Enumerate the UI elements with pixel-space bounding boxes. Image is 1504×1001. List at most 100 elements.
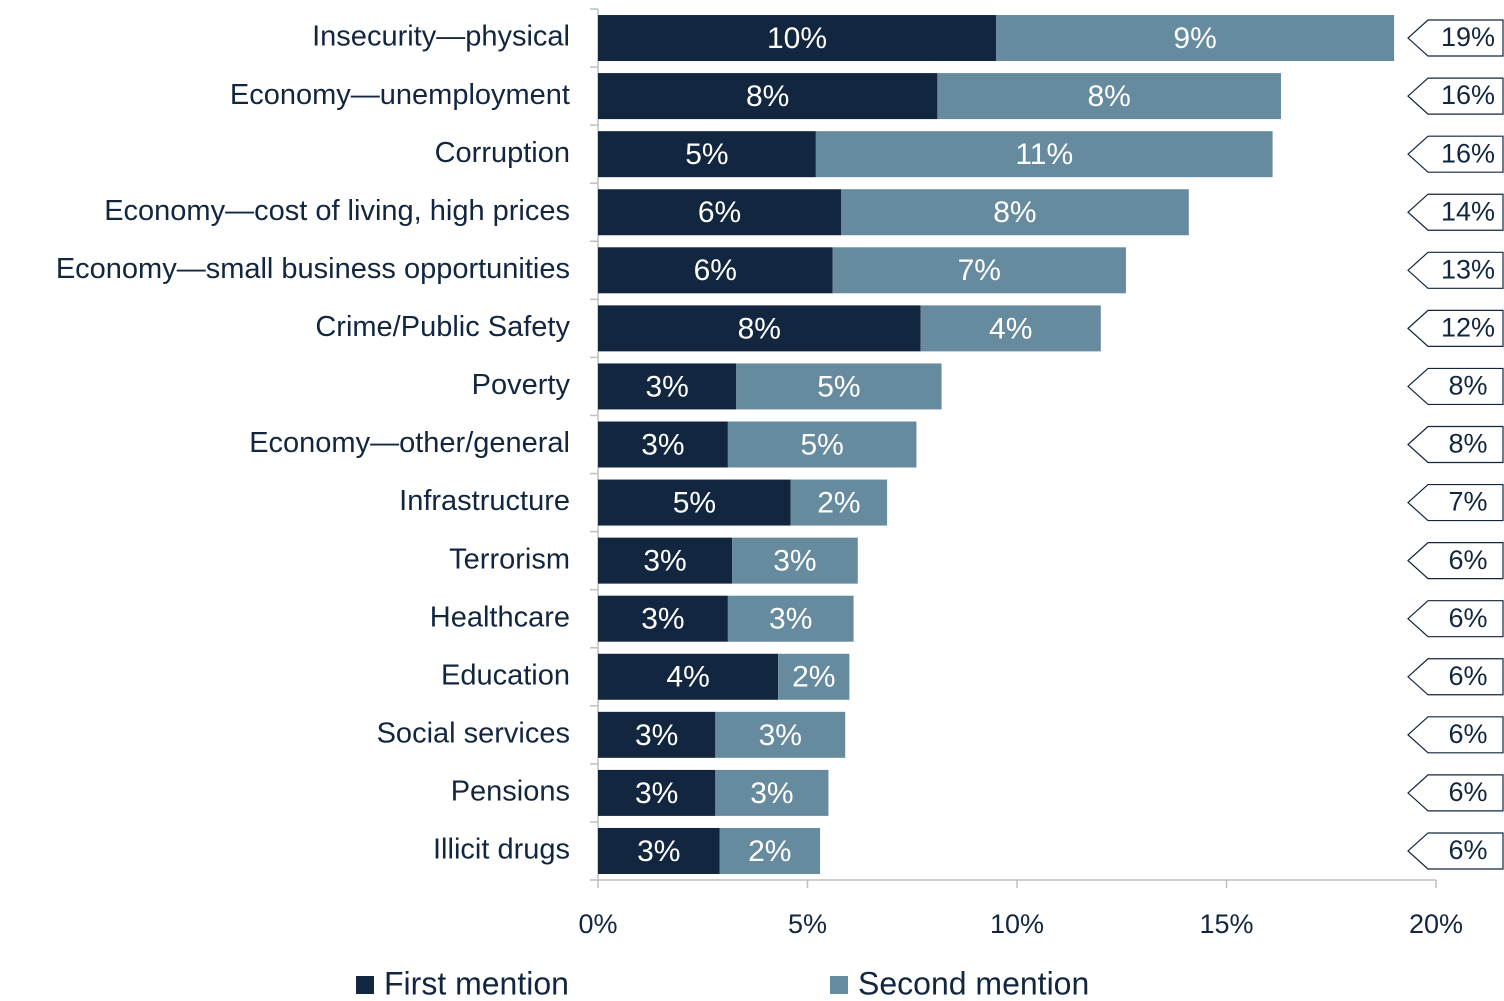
data-label: 3% (641, 603, 684, 636)
bar-segment (598, 305, 921, 352)
bar-segment (598, 421, 728, 468)
bar-segment (598, 189, 842, 236)
category-label: Economy—other/general (249, 427, 570, 459)
total-label: 13% (1441, 254, 1495, 284)
x-tick-label: 20% (1409, 909, 1463, 939)
total-label: 16% (1441, 80, 1495, 110)
bar-segment (727, 421, 917, 468)
category-label: Crime/Public Safety (315, 311, 570, 343)
data-label: 6% (698, 196, 741, 229)
total-callout (1407, 251, 1504, 289)
legend-label: First mention (384, 965, 569, 1001)
total-callout (1407, 425, 1504, 464)
data-label: 2% (792, 661, 835, 694)
total-label: 6% (1448, 603, 1487, 633)
data-label: 5% (817, 370, 860, 403)
data-label: 3% (759, 719, 802, 752)
category-label: Corruption (435, 137, 570, 169)
x-tick-label: 10% (990, 909, 1044, 939)
total-callout (1407, 77, 1504, 115)
data-label: 3% (643, 545, 686, 578)
bar-segment (715, 769, 829, 816)
category-label: Pensions (451, 776, 570, 808)
data-label: 8% (1088, 80, 1131, 113)
bar-segment (719, 827, 821, 874)
data-label: 4% (666, 661, 709, 694)
category-label: Poverty (472, 369, 571, 401)
bar-segment (598, 653, 779, 700)
bar-segment (832, 247, 1126, 294)
x-tick-label: 0% (578, 909, 617, 939)
total-callout (1407, 542, 1504, 580)
total-label: 8% (1448, 371, 1487, 401)
data-label: 3% (769, 603, 812, 636)
bar-segment (790, 479, 888, 526)
data-label: 2% (748, 835, 791, 868)
total-label: 6% (1448, 719, 1487, 749)
bar-segment (937, 73, 1281, 120)
data-label: 3% (635, 719, 678, 752)
total-callout (1407, 774, 1504, 812)
data-label: 3% (635, 777, 678, 810)
bar-segment (598, 363, 737, 410)
data-label: 3% (773, 545, 816, 578)
x-tick-label: 15% (1199, 909, 1253, 939)
total-callout (1407, 309, 1504, 347)
legend-swatch (830, 976, 848, 994)
total-callout (1407, 832, 1504, 870)
data-label: 5% (673, 486, 716, 519)
data-label: 5% (800, 428, 843, 461)
data-label: 3% (645, 370, 688, 403)
bar-segment (598, 131, 816, 178)
bar-segment (598, 73, 938, 120)
data-label: 3% (750, 777, 793, 810)
data-label: 10% (767, 22, 827, 55)
x-tick-label: 5% (788, 909, 827, 939)
total-callout (1407, 600, 1504, 638)
bar-segment (598, 595, 728, 642)
bar-segment (920, 305, 1101, 352)
bar-segment (598, 711, 716, 758)
data-label: 4% (989, 312, 1032, 345)
legend-swatch (356, 976, 374, 994)
total-callout (1407, 658, 1504, 696)
data-label: 3% (641, 428, 684, 461)
legend-label: Second mention (858, 965, 1089, 1001)
data-label: 11% (1015, 138, 1073, 171)
bar-segment (736, 363, 942, 410)
category-label: Social services (377, 717, 570, 749)
bar-segment (598, 769, 716, 816)
total-label: 6% (1448, 835, 1487, 865)
total-callout (1407, 367, 1504, 406)
bar-segment (815, 131, 1273, 178)
bar-segment (598, 247, 833, 294)
bar-segment (598, 537, 733, 584)
data-label: 7% (958, 254, 1001, 287)
total-label: 16% (1441, 138, 1495, 168)
total-label: 14% (1441, 196, 1495, 226)
bar-segment (598, 479, 791, 526)
bar-segment (841, 189, 1189, 236)
bar-segment (996, 15, 1395, 62)
total-callout (1407, 19, 1504, 57)
data-label: 3% (637, 835, 680, 868)
category-label: Infrastructure (399, 485, 570, 517)
total-label: 12% (1441, 312, 1495, 342)
data-label: 5% (685, 138, 728, 171)
category-label: Illicit drugs (433, 834, 570, 866)
data-label: 8% (746, 80, 789, 113)
total-label: 6% (1448, 545, 1487, 575)
total-label: 19% (1441, 22, 1495, 52)
bar-segment (778, 653, 850, 700)
total-callout (1407, 135, 1504, 173)
data-label: 9% (1173, 22, 1216, 55)
total-label: 6% (1448, 661, 1487, 691)
total-label: 8% (1448, 429, 1487, 459)
category-label: Education (441, 659, 570, 691)
bar-segment (732, 537, 858, 584)
category-label: Healthcare (430, 601, 570, 633)
data-label: 2% (817, 486, 860, 519)
bar-segment (727, 595, 854, 642)
